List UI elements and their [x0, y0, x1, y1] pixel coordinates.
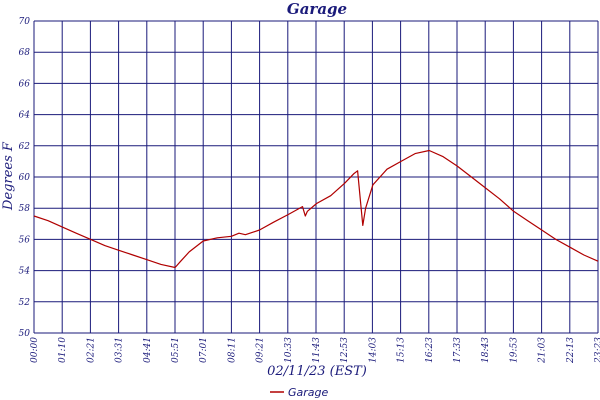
x-tick-label: 04:41	[143, 337, 153, 363]
x-tick-label: 07:01	[199, 337, 209, 363]
x-tick-label: 23:23	[594, 337, 600, 364]
x-tick-label: 00:00	[30, 337, 40, 363]
y-tick-label: 62	[19, 142, 31, 152]
y-tick-label: 66	[19, 79, 31, 89]
legend-label: Garage	[288, 386, 329, 399]
y-tick-label: 70	[19, 17, 31, 27]
x-tick-label: 21:03	[538, 337, 548, 364]
y-tick-label: 52	[19, 298, 31, 308]
x-tick-label: 22:13	[566, 337, 576, 364]
grid	[33, 20, 599, 334]
y-tick-label: 68	[19, 48, 31, 58]
x-tick-label: 16:23	[425, 337, 435, 363]
x-tick-label: 10:33	[284, 337, 294, 363]
x-tick-label: 19:53	[509, 337, 519, 363]
x-tick-label: 01:10	[58, 337, 68, 363]
x-tick-label: 15:13	[397, 337, 407, 363]
chart-title: Garage	[287, 0, 347, 18]
y-tick-label: 60	[19, 173, 31, 183]
y-axis-label: Degrees F	[1, 141, 16, 211]
series-line-garage	[33, 149, 599, 269]
x-tick-label: 11:43	[312, 337, 322, 363]
x-tick-label: 02:21	[86, 337, 96, 363]
x-tick-label: 09:21	[256, 337, 266, 363]
y-tick-label: 58	[19, 204, 31, 214]
y-tick-label: 50	[19, 329, 31, 339]
legend: Garage	[270, 386, 329, 399]
x-tick-label: 03:31	[115, 337, 125, 363]
x-tick-label: 08:11	[227, 337, 237, 363]
x-tick-label: 14:03	[368, 337, 378, 363]
x-tick-label: 12:53	[340, 337, 350, 363]
y-tick-labels: 50 52 54 56 58 60 62 64 66 68 70	[19, 17, 31, 339]
x-tick-label: 18:43	[481, 337, 491, 363]
y-tick-label: 56	[19, 235, 31, 245]
y-tick-label: 54	[19, 267, 31, 277]
x-tick-label: 17:33	[453, 337, 463, 363]
x-tick-label: 05:51	[171, 337, 181, 363]
x-axis-label: 02/11/23 (EST)	[267, 364, 367, 379]
x-tick-labels: 00:00 01:10 02:21 03:31 04:41 05:51 07:01 08:11…	[30, 337, 600, 364]
y-tick-label: 64	[19, 111, 31, 121]
series-layer	[33, 149, 599, 269]
